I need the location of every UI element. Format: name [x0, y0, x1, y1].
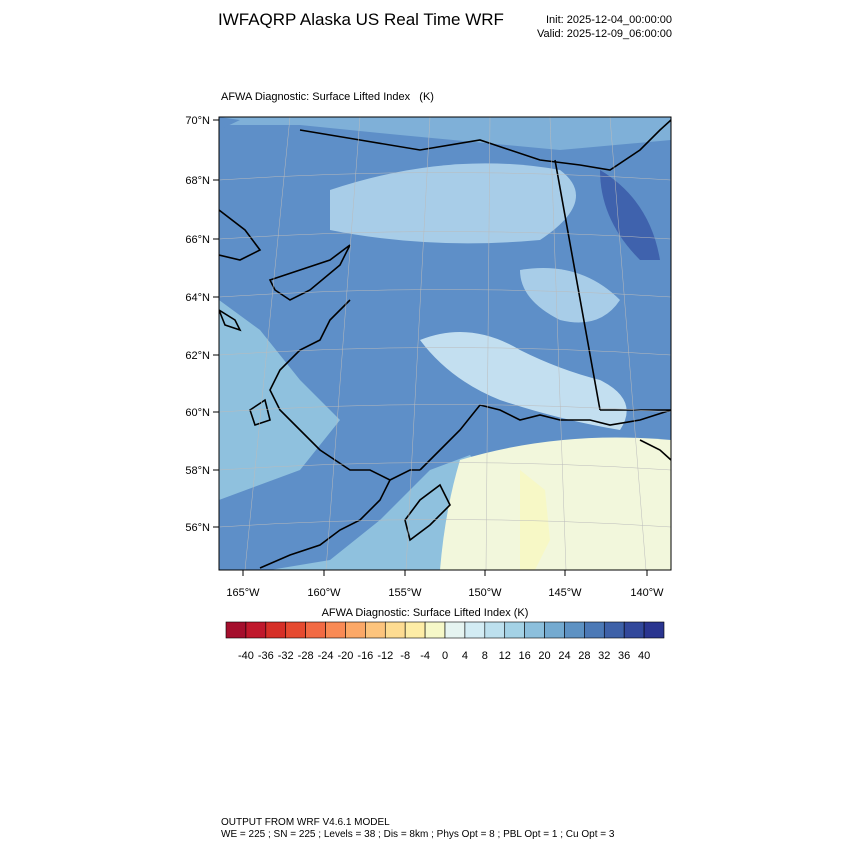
colorbar-box [464, 621, 486, 639]
colorbar-box [245, 621, 267, 639]
colorbar-label: 24 [558, 650, 570, 662]
lat-label: 70°N [185, 115, 210, 127]
colorbar-box [524, 621, 545, 639]
lon-label: 155°W [388, 587, 422, 599]
colorbar-label: -8 [400, 650, 410, 662]
lon-label: 140°W [630, 587, 664, 599]
lat-label: 68°N [185, 175, 210, 187]
colorbar-label: 4 [462, 650, 468, 662]
colorbar-box [504, 621, 525, 639]
colorbar-box [225, 621, 247, 639]
map [218, 116, 672, 571]
colorbar-box [444, 621, 466, 639]
map-title: AFWA Diagnostic: Surface Lifted Index (K… [221, 91, 434, 103]
colorbar-box [365, 621, 386, 639]
colorbar-box [305, 621, 326, 639]
colorbar-box [544, 621, 565, 639]
colorbar-box [603, 621, 625, 639]
colorbar-label: 16 [519, 650, 531, 662]
colorbar-box [623, 621, 645, 639]
colorbar-box [325, 621, 346, 639]
colorbar-label: 20 [538, 650, 550, 662]
title: IWFAQRP Alaska US Real Time WRF [218, 10, 504, 29]
colorbar-box [265, 621, 287, 639]
colorbar-label: 8 [482, 650, 488, 662]
colorbar-label: -40 [238, 650, 254, 662]
colorbar-box [643, 621, 665, 639]
colorbar-label: 12 [499, 650, 511, 662]
colorbar-label: 40 [638, 650, 650, 662]
colorbar-box [484, 621, 506, 639]
colorbar-label: 36 [618, 650, 630, 662]
init-time: Init: 2025-12-04_00:00:00 [546, 14, 672, 26]
colorbar-box [564, 621, 585, 639]
colorbar-label: -28 [298, 650, 314, 662]
lon-label: 165°W [226, 587, 260, 599]
colorbar-label: -4 [420, 650, 430, 662]
colorbar-label: 0 [442, 650, 448, 662]
valid-time: Valid: 2025-12-09_06:00:00 [537, 28, 672, 40]
lat-label: 60°N [185, 407, 210, 419]
colorbar-label: 32 [598, 650, 610, 662]
colorbar-box [424, 621, 446, 639]
lon-label: 150°W [468, 587, 502, 599]
colorbar-box [404, 621, 426, 639]
lon-label: 145°W [548, 587, 582, 599]
colorbar-title: AFWA Diagnostic: Surface Lifted Index (K… [322, 607, 529, 619]
lat-label: 58°N [185, 465, 210, 477]
lat-label: 62°N [185, 350, 210, 362]
colorbar-label: 28 [578, 650, 590, 662]
colorbar: -40 -36 -32 -28 -24 -20 -16 -12 -8 -4 0 4 8 12 16 20 24 2… [225, 621, 665, 662]
footer-line: WE = 225 ; SN = 225 ; Levels = 38 ; Dis … [221, 829, 615, 840]
lat-label: 56°N [185, 522, 210, 534]
colorbar-label: -20 [338, 650, 354, 662]
colorbar-label: -32 [278, 650, 294, 662]
colorbar-label: -16 [357, 650, 373, 662]
colorbar-label: -36 [258, 650, 274, 662]
colorbar-box [384, 621, 406, 639]
colorbar-box [285, 621, 306, 639]
lat-label: 64°N [185, 292, 210, 304]
colorbar-box [345, 621, 366, 639]
lon-label: 160°W [307, 587, 341, 599]
colorbar-label: -24 [318, 650, 334, 662]
colorbar-box [584, 621, 605, 639]
lat-label: 66°N [185, 234, 210, 246]
colorbar-label: -12 [377, 650, 393, 662]
footer-line: OUTPUT FROM WRF V4.6.1 MODEL [221, 817, 390, 828]
